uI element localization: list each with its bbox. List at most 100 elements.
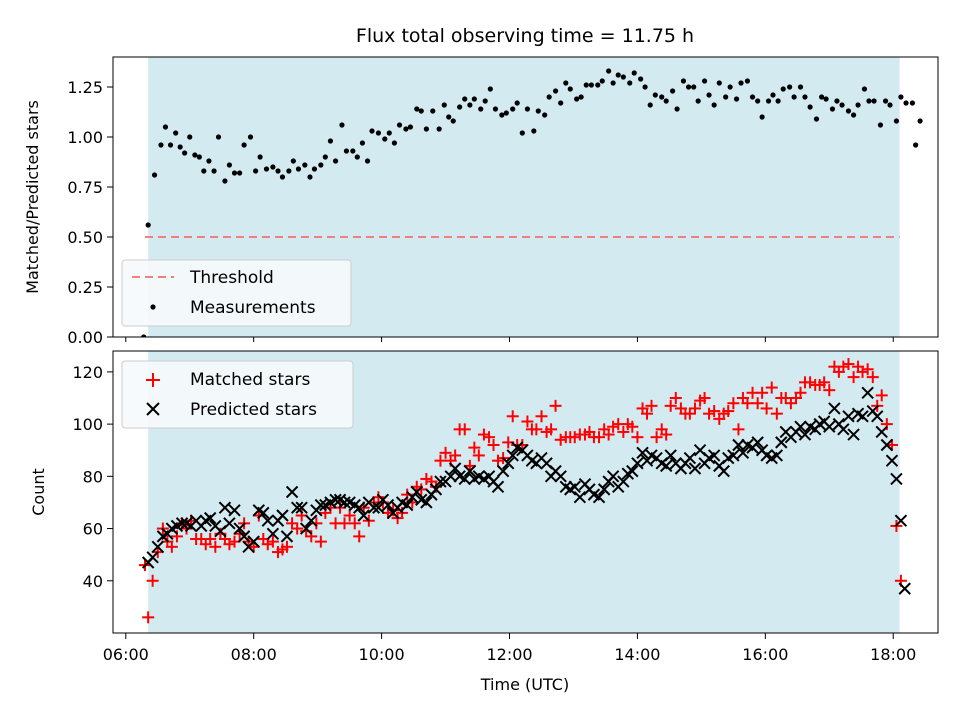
- measurement-point: [733, 96, 740, 102]
- matched-star-point: [209, 540, 222, 553]
- predicted-star-stroke: [741, 438, 754, 452]
- measurement-point: [531, 128, 537, 134]
- measurement-point: [845, 108, 852, 114]
- matched-star-point: [223, 538, 236, 551]
- predicted-star-stroke: [568, 480, 581, 493]
- matched-star-point: [261, 538, 274, 551]
- measurement-point: [462, 96, 468, 102]
- predicted-star-stroke: [261, 514, 274, 527]
- matched-star-point: [617, 425, 630, 438]
- measurement-point: [823, 96, 829, 102]
- matched-star-point: [338, 517, 351, 530]
- measurement-point: [674, 106, 680, 112]
- measurement-point: [524, 106, 531, 112]
- measurement-point: [701, 78, 708, 84]
- predicted-star-stroke: [592, 491, 606, 504]
- measurement-point: [669, 88, 676, 94]
- measurement-point: [467, 102, 473, 108]
- predicted-star-point: [890, 472, 903, 486]
- predicted-star-stroke: [606, 470, 620, 483]
- measurement-point: [627, 80, 633, 86]
- predicted-star-point: [285, 485, 299, 499]
- measurement-point: [546, 94, 552, 100]
- predicted-star-stroke: [707, 449, 721, 462]
- measurement-point: [145, 222, 151, 228]
- predicted-star-stroke: [434, 475, 447, 488]
- measurement-point: [369, 128, 375, 134]
- predicted-star-point: [237, 530, 251, 543]
- predicted-star-point: [146, 551, 159, 564]
- predicted-star-stroke: [338, 496, 351, 509]
- predicted-star-point: [463, 464, 477, 478]
- legend-matched-swatch: [146, 373, 160, 387]
- x-tick-label: 14:00: [614, 645, 660, 664]
- measurement-point: [359, 140, 366, 146]
- predicted-star-stroke: [252, 504, 266, 517]
- measurement-point: [173, 130, 179, 136]
- measurement-point: [450, 118, 456, 124]
- measurement-point: [839, 102, 845, 108]
- predicted-star-point: [828, 402, 841, 415]
- predicted-star-stroke: [502, 457, 515, 470]
- predicted-star-stroke: [314, 498, 328, 512]
- measurement-point: [558, 100, 564, 106]
- measurement-point: [744, 78, 751, 84]
- predicted-star-point: [885, 454, 899, 467]
- predicted-star-stroke: [381, 498, 395, 512]
- measurement-point: [354, 154, 360, 160]
- matched-star-point: [343, 509, 356, 522]
- predicted-star-point: [338, 496, 351, 509]
- matched-star-point: [492, 454, 504, 467]
- predicted-star-stroke: [510, 441, 524, 454]
- matched-star-point: [353, 530, 366, 543]
- measurement-point: [386, 130, 392, 136]
- plot-frame-top: [112, 56, 939, 338]
- measurement-point: [407, 124, 413, 130]
- predicted-star-point: [592, 491, 606, 504]
- predicted-star-stroke: [429, 483, 443, 496]
- legend-bottom: Matched stars Predicted stars: [121, 360, 354, 429]
- matched-star-point: [645, 399, 658, 412]
- measurement-point: [364, 158, 371, 164]
- predicted-star-stroke: [664, 449, 677, 462]
- matched-star-point: [420, 472, 433, 485]
- measurement-point: [141, 334, 147, 337]
- predicted-star-stroke: [348, 498, 361, 512]
- predicted-star-stroke: [218, 501, 232, 514]
- predicted-star-point: [659, 459, 673, 473]
- predicted-star-point: [280, 530, 294, 543]
- predicted-star-stroke: [898, 582, 911, 595]
- predicted-star-point: [204, 511, 217, 525]
- predicted-star-stroke: [472, 470, 486, 483]
- predicted-star-stroke: [458, 472, 471, 486]
- measurement-point: [787, 84, 793, 90]
- predicted-star-stroke: [540, 457, 553, 470]
- matched-star-point: [732, 423, 745, 436]
- measurement-point: [177, 144, 183, 150]
- measurement-point: [487, 86, 493, 92]
- matched-star-point: [626, 420, 639, 433]
- predicted-stars-series: [141, 386, 911, 595]
- measurement-point: [770, 92, 776, 98]
- matched-star-point: [765, 381, 778, 394]
- matched-star-point: [664, 399, 677, 412]
- matched-star-point: [165, 540, 178, 553]
- predicted-star-point: [871, 410, 884, 423]
- predicted-star-point: [506, 449, 519, 462]
- predicted-star-stroke: [353, 501, 366, 514]
- matched-star-point: [458, 423, 471, 436]
- measurement-point: [436, 126, 442, 132]
- predicted-star-stroke: [871, 410, 884, 423]
- predicted-star-stroke: [631, 457, 644, 470]
- measurement-point: [588, 82, 594, 88]
- predicted-star-stroke: [597, 483, 611, 496]
- measurement-point: [206, 158, 212, 164]
- matched-star-point: [449, 449, 462, 462]
- predicted-star-point: [775, 436, 788, 449]
- measurement-point: [578, 94, 584, 100]
- predicted-star-stroke: [333, 493, 347, 507]
- predicted-star-point: [856, 410, 869, 423]
- predicted-star-stroke: [175, 517, 189, 530]
- legend-box-top: [121, 259, 352, 327]
- predicted-star-point: [266, 527, 280, 540]
